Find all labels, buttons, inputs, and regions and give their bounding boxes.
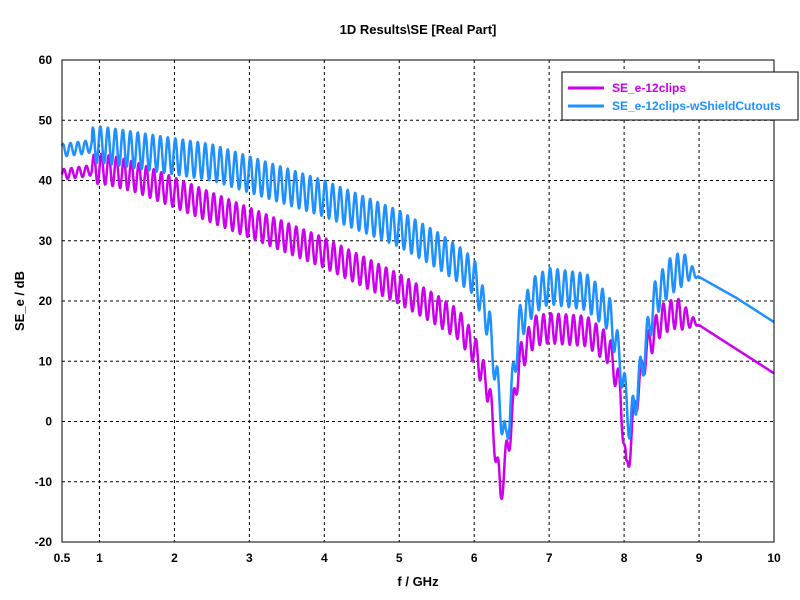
series-layer bbox=[60, 125, 775, 501]
plot-frame bbox=[61, 59, 775, 543]
y-tick-label: 50 bbox=[39, 113, 53, 127]
series-line-2 bbox=[60, 125, 775, 440]
x-tick-label: 10 bbox=[767, 551, 781, 565]
x-tick-label: 6 bbox=[471, 551, 478, 565]
legend-box bbox=[561, 71, 799, 121]
y-tick-label: 40 bbox=[39, 174, 53, 188]
series-line-1 bbox=[60, 152, 775, 501]
x-tick-label: 9 bbox=[696, 551, 703, 565]
x-tick-label: 7 bbox=[546, 551, 553, 565]
y-tick-labels: -20 -10 0 10 20 30 40 50 60 bbox=[35, 53, 53, 549]
x-tick-labels: 0.5 1 2 3 4 5 6 7 8 9 10 bbox=[54, 551, 781, 565]
x-tick-label: 5 bbox=[396, 551, 403, 565]
x-tick-label: 4 bbox=[321, 551, 328, 565]
x-tick-label: 1 bbox=[96, 551, 103, 565]
y-tick-label: 60 bbox=[39, 53, 53, 67]
legend-label-series-1: SE_e-12clips bbox=[612, 81, 686, 95]
y-tick-label: 20 bbox=[39, 294, 53, 308]
x-tick-label: 0.5 bbox=[54, 551, 71, 565]
y-tick-label: 10 bbox=[39, 354, 53, 368]
y-tick-label: -10 bbox=[35, 475, 53, 489]
x-axis-label: f / GHz bbox=[397, 574, 439, 589]
legend: SE_e-12clips SE_e-12clips-wShieldCutouts bbox=[561, 71, 799, 121]
chart-title: 1D Results\SE [Real Part] bbox=[340, 22, 497, 37]
y-tick-label: 0 bbox=[45, 415, 52, 429]
x-tick-label: 3 bbox=[246, 551, 253, 565]
y-tick-label: -20 bbox=[35, 535, 53, 549]
x-tick-label: 2 bbox=[171, 551, 178, 565]
y-axis-label: SE_e / dB bbox=[12, 271, 27, 331]
x-tick-label: 8 bbox=[621, 551, 628, 565]
legend-label-series-2: SE_e-12clips-wShieldCutouts bbox=[612, 99, 781, 113]
y-tick-label: 30 bbox=[39, 234, 53, 248]
